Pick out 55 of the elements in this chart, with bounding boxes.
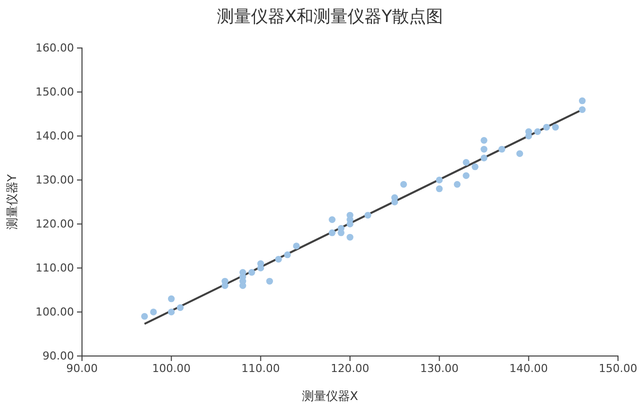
x-tick-label: 100.00 xyxy=(152,362,191,375)
point xyxy=(239,282,246,289)
y-tick-label: 130.00 xyxy=(36,174,74,187)
point xyxy=(462,172,470,179)
x-axis-title: 测量仪器X xyxy=(302,389,358,403)
point xyxy=(400,181,407,188)
point xyxy=(266,278,273,285)
point xyxy=(543,124,550,131)
point xyxy=(462,159,470,166)
point xyxy=(391,198,398,206)
point xyxy=(552,124,559,131)
point xyxy=(454,181,461,188)
x-tick-label: 90.00 xyxy=(66,362,98,375)
point xyxy=(516,150,524,157)
point xyxy=(472,163,478,170)
point xyxy=(328,216,336,223)
point xyxy=(480,146,488,153)
point xyxy=(248,269,256,276)
point xyxy=(525,132,532,140)
point xyxy=(293,242,300,250)
point xyxy=(222,282,228,289)
point xyxy=(436,185,443,192)
point xyxy=(498,146,506,153)
point xyxy=(436,176,443,184)
y-tick-label: 150.00 xyxy=(36,86,74,99)
x-tick-label: 110.00 xyxy=(241,362,280,375)
point xyxy=(480,154,488,162)
y-tick-label: 160.00 xyxy=(36,42,74,55)
point xyxy=(346,234,354,241)
y-tick-label: 120.00 xyxy=(36,218,74,231)
point xyxy=(364,212,372,219)
x-tick-label: 120.00 xyxy=(330,362,370,375)
point xyxy=(578,97,586,104)
point xyxy=(480,137,488,144)
x-tick-label: 130.00 xyxy=(420,362,459,375)
point xyxy=(257,264,264,272)
point xyxy=(141,313,148,320)
y-tick-label: 140.00 xyxy=(36,130,74,143)
point xyxy=(534,128,541,135)
y-tick-label: 100.00 xyxy=(36,306,74,319)
x-tick-label: 140.00 xyxy=(509,362,548,375)
point xyxy=(176,304,184,311)
point xyxy=(150,308,157,316)
y-tick-label: 110.00 xyxy=(36,262,74,275)
chart-title: 测量仪器X和测量仪器Y散点图 xyxy=(216,7,444,27)
point xyxy=(168,308,175,316)
point xyxy=(328,229,336,236)
point xyxy=(275,256,282,263)
y-tick-label: 90.00 xyxy=(42,350,74,363)
point xyxy=(168,295,175,302)
y-axis-title: 测量仪器Y xyxy=(5,174,19,230)
point xyxy=(578,106,586,113)
point xyxy=(284,251,291,258)
x-tick-label: 150.00 xyxy=(598,362,638,375)
point xyxy=(346,220,354,228)
